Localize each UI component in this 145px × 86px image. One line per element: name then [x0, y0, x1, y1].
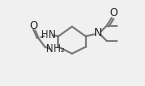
Text: HN: HN	[41, 30, 56, 40]
Text: N: N	[94, 28, 102, 38]
Text: O: O	[29, 21, 37, 31]
Text: O: O	[109, 8, 118, 18]
Text: NH₂: NH₂	[46, 44, 65, 54]
